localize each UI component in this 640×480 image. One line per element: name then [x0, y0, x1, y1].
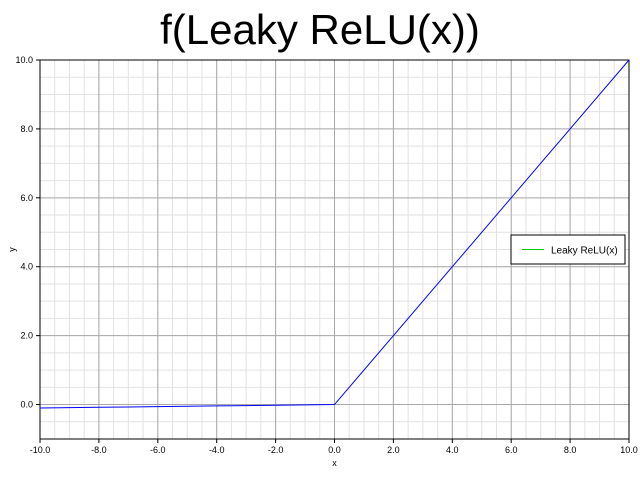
- legend: Leaky ReLU(x): [510, 234, 626, 265]
- series-line: [39, 59, 630, 409]
- x-tick-label: -8.0: [91, 445, 107, 455]
- x-tick-label: 2.0: [387, 445, 400, 455]
- x-tick-label: -4.0: [209, 445, 225, 455]
- legend-label: Leaky ReLU(x): [551, 246, 618, 257]
- x-tick-label: -6.0: [150, 445, 166, 455]
- x-tick-label: 4.0: [446, 445, 459, 455]
- y-axis-ticks: 0.0 2.0 4.0 6.0 8.0 10.0: [15, 55, 40, 410]
- x-tick-label: 8.0: [564, 445, 577, 455]
- x-axis-ticks: -10.0 -8.0 -6.0 -4.0 -2.0 0.0 2.0 4.0 6.0 8.0 10.0: [30, 439, 638, 455]
- y-axis-label: y: [7, 247, 17, 252]
- x-tick-label: 6.0: [505, 445, 518, 455]
- y-tick-label: 8.0: [20, 124, 33, 134]
- x-tick-label: -10.0: [30, 445, 51, 455]
- y-tick-label: 10.0: [15, 55, 33, 65]
- y-tick-label: 6.0: [20, 193, 33, 203]
- chart-title: f(Leaky ReLU(x)): [160, 6, 480, 53]
- y-tick-label: 2.0: [20, 331, 33, 341]
- y-tick-label: 0.0: [20, 400, 33, 410]
- x-tick-label: 0.0: [328, 445, 341, 455]
- series-layer: [39, 59, 630, 409]
- x-tick-label: -2.0: [268, 445, 284, 455]
- y-tick-label: 4.0: [20, 262, 33, 272]
- x-axis-label: x: [332, 458, 337, 468]
- x-tick-label: 10.0: [620, 445, 638, 455]
